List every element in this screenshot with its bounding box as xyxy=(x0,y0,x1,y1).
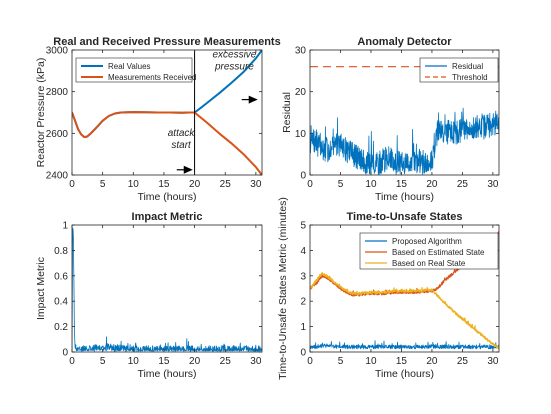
y-tick-label: 0.4 xyxy=(54,297,68,308)
x-tick-label: 20 xyxy=(189,179,201,190)
y-tick-label: 0 xyxy=(300,348,306,359)
series-line-residual xyxy=(310,107,499,175)
x-tick-label: 5 xyxy=(100,356,106,367)
x-axis-label: Time (hours) xyxy=(137,368,196,380)
legend-entry-label: Proposed Algorithm xyxy=(392,237,462,246)
chart-title: Anomaly Detector xyxy=(357,36,452,48)
y-tick-label: 30 xyxy=(295,46,307,57)
y-axis-label: Impact Metric xyxy=(35,257,47,320)
chart-title: Impact Metric xyxy=(132,211,203,223)
y-tick-label: 4 xyxy=(300,246,306,257)
y-tick-label: 10 xyxy=(295,129,307,140)
axes-box xyxy=(71,49,263,176)
x-tick-label: 15 xyxy=(158,179,170,190)
y-tick-label: 0 xyxy=(62,348,68,359)
p3-panel: 0 5 10 15 20 25 30 0 0.2 0.4 0.6 0.8 1 Impact Metric T… xyxy=(35,211,263,380)
legend-entry-label: Based on Real State xyxy=(392,259,466,268)
x-tick-label: 10 xyxy=(365,179,377,190)
x-tick-label: 25 xyxy=(220,179,232,190)
legend: Real Values Measurements Received xyxy=(75,57,196,83)
x-tick-label: 30 xyxy=(487,356,499,367)
x-tick-label: 15 xyxy=(396,356,408,367)
x-tick-label: 15 xyxy=(158,356,170,367)
x-tick-label: 30 xyxy=(487,179,499,190)
x-tick-label: 0 xyxy=(69,356,75,367)
y-axis-label: Residual xyxy=(281,92,293,133)
legend-entry-label: Threshold xyxy=(452,73,488,82)
x-tick-label: 15 xyxy=(396,179,408,190)
legend-entry-label: Measurements Received xyxy=(108,73,196,82)
series-line-based-on-real-state xyxy=(310,272,499,350)
legend: Residual Threshold xyxy=(419,57,499,83)
y-tick-label: 2400 xyxy=(46,171,69,182)
y-tick-label: 3 xyxy=(300,271,306,282)
legend-entry-label: Based on Estimated State xyxy=(392,248,485,257)
y-tick-label: 1 xyxy=(62,221,68,232)
axes-box xyxy=(71,224,263,353)
p4-panel: 0 5 10 15 20 25 30 0 1 2 3 4 5 Time-to-Unsafe States T… xyxy=(277,197,500,380)
series-line-impact xyxy=(72,227,262,352)
x-tick-label: 20 xyxy=(426,179,438,190)
arrow-head-icon xyxy=(183,165,193,174)
annotation-text: excessive xyxy=(212,49,256,60)
x-tick-label: 20 xyxy=(426,356,438,367)
y-tick-label: 2800 xyxy=(46,87,69,98)
y-axis-label: Time-to-Unsafe States Metric (minutes) xyxy=(277,197,289,380)
axes-box xyxy=(309,224,500,353)
legend-entry-label: Residual xyxy=(452,62,483,71)
legend-entry-label: Real Values xyxy=(108,62,151,71)
x-tick-label: 10 xyxy=(128,356,140,367)
y-tick-label: 5 xyxy=(300,221,306,232)
plot-area xyxy=(72,225,262,352)
arrow-head-icon xyxy=(248,95,258,104)
y-tick-label: 0 xyxy=(300,171,306,182)
x-tick-label: 0 xyxy=(307,356,313,367)
series-line-proposed-algorithm xyxy=(310,340,499,350)
annotation-text: pressure xyxy=(214,61,254,72)
y-tick-label: 1 xyxy=(300,322,306,333)
x-tick-label: 10 xyxy=(365,356,377,367)
y-tick-label: 2600 xyxy=(46,129,69,140)
annotation-text: start xyxy=(171,140,192,151)
x-tick-label: 25 xyxy=(457,356,469,367)
annotation-text: attack xyxy=(168,128,196,139)
x-tick-label: 5 xyxy=(338,356,344,367)
y-tick-label: 0.2 xyxy=(54,322,68,333)
y-tick-label: 0.6 xyxy=(54,271,68,282)
x-tick-label: 30 xyxy=(250,179,262,190)
x-axis-label: Time (hours) xyxy=(375,368,434,380)
series-line-measurements-received xyxy=(72,111,262,175)
y-tick-label: 3000 xyxy=(46,46,69,57)
axes-box xyxy=(309,49,500,176)
y-tick-label: 0.8 xyxy=(54,246,68,257)
chart-title: Real and Received Pressure Measurements xyxy=(53,36,280,48)
x-tick-label: 25 xyxy=(220,356,232,367)
y-tick-label: 20 xyxy=(295,87,307,98)
legend-box xyxy=(419,57,499,83)
x-tick-label: 30 xyxy=(250,356,262,367)
x-tick-label: 0 xyxy=(307,179,313,190)
x-tick-label: 20 xyxy=(189,356,201,367)
chart-title: Time-to-Unsafe States xyxy=(347,211,463,223)
x-tick-label: 25 xyxy=(457,179,469,190)
x-tick-label: 5 xyxy=(100,179,106,190)
y-axis-label: Reactor Pressure (kPa) xyxy=(35,58,47,168)
x-axis-label: Time (hours) xyxy=(137,191,196,203)
y-tick-label: 2 xyxy=(300,297,306,308)
x-axis-label: Time (hours) xyxy=(375,191,434,203)
p2-panel: 0 5 10 15 20 25 30 0 10 20 30 Anomaly Detector Time … xyxy=(281,36,500,203)
x-tick-label: 0 xyxy=(69,179,75,190)
x-tick-label: 10 xyxy=(128,179,140,190)
legend: Proposed Algorithm Based on Estimated Sta… xyxy=(359,232,499,270)
x-tick-label: 5 xyxy=(338,179,344,190)
